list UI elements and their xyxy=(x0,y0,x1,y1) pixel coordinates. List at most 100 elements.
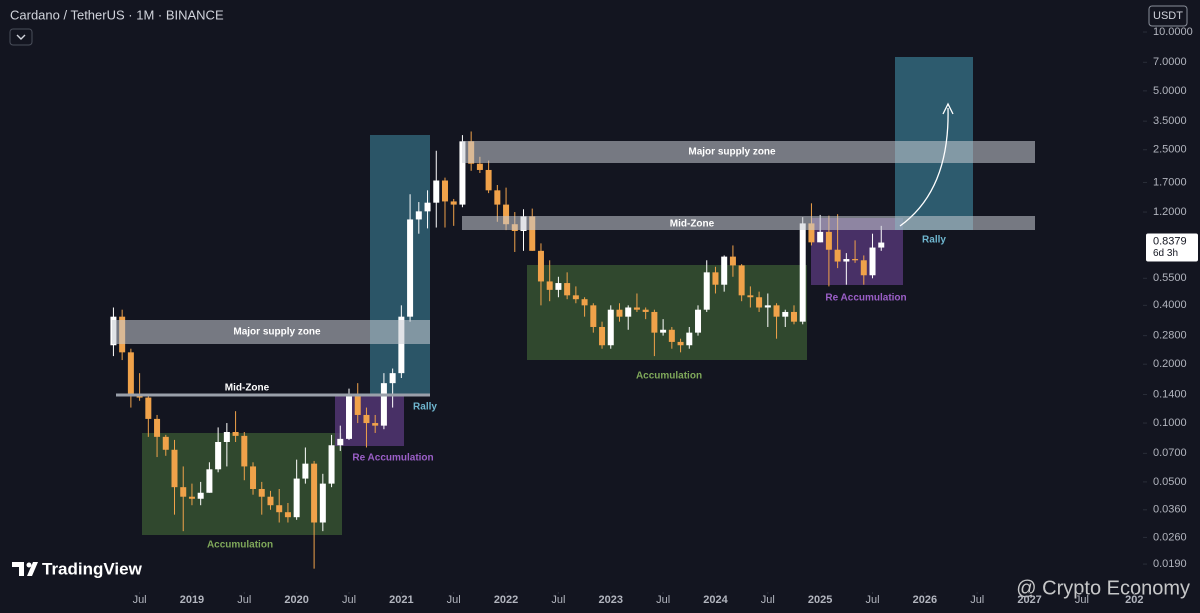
annotation: Accumulation xyxy=(636,371,702,382)
x-tick-label: Jul xyxy=(761,594,775,606)
y-tick-label: 0.1000 xyxy=(1153,417,1187,429)
annotation: Mid-Zone xyxy=(225,383,270,394)
candle-body xyxy=(790,311,797,322)
candle-body xyxy=(459,141,466,205)
candle-body xyxy=(607,309,614,346)
candle-body xyxy=(258,488,265,497)
candle-body xyxy=(145,397,152,419)
candle-body xyxy=(302,463,309,479)
candle-body xyxy=(555,283,562,290)
candle-body xyxy=(581,299,588,306)
accumulation-zone xyxy=(527,265,807,360)
candle-body xyxy=(328,445,335,484)
candle-body xyxy=(825,231,832,250)
candle-body xyxy=(180,487,187,497)
candle-body xyxy=(729,256,736,266)
candle-body xyxy=(346,394,353,439)
candle-body xyxy=(616,309,623,317)
candle-body xyxy=(206,469,213,493)
currency: USDT xyxy=(1153,10,1183,22)
chevron xyxy=(16,34,26,40)
x-tick-label: 2026 xyxy=(913,594,937,606)
candle-body xyxy=(241,435,248,467)
candle-body xyxy=(660,329,667,333)
x-tick-label: Jul xyxy=(865,594,879,606)
candle-body xyxy=(494,190,501,205)
branding: TradingView xyxy=(42,559,143,578)
candle-body xyxy=(843,259,850,262)
candle-body xyxy=(590,305,597,327)
y-tick-label: 2.5000 xyxy=(1153,144,1187,156)
candle-body xyxy=(293,478,300,518)
x-tick-label: 2021 xyxy=(389,594,413,606)
x-tick-label: Jul xyxy=(551,594,565,606)
candle-body xyxy=(695,309,702,333)
candle-body xyxy=(433,180,440,203)
annotation: Rally xyxy=(922,235,946,246)
price-tag xyxy=(1146,233,1198,262)
candle-body xyxy=(668,329,675,342)
candle-body xyxy=(703,272,710,310)
candle-body xyxy=(223,431,230,443)
candle-body xyxy=(415,211,422,220)
candle-body xyxy=(503,204,510,225)
candle-body xyxy=(372,423,379,426)
candle-body xyxy=(127,352,134,395)
candle-body xyxy=(398,316,405,374)
candle-body xyxy=(162,436,169,450)
mid-zone xyxy=(462,216,1035,230)
annotation: Re Accumulation xyxy=(825,293,906,304)
tradingview-logo xyxy=(12,562,38,576)
candle-body xyxy=(424,202,431,212)
candle-body xyxy=(380,383,387,426)
x-tick-label: 2020 xyxy=(284,594,308,606)
currency-button[interactable] xyxy=(1148,5,1188,27)
candle-body xyxy=(389,373,396,384)
y-tick-label: 1.7000 xyxy=(1153,176,1187,188)
candle-body xyxy=(267,496,274,506)
x-tick-label: 2025 xyxy=(808,594,832,606)
candle-body xyxy=(537,250,544,282)
candle-body xyxy=(337,438,344,446)
candle-body xyxy=(232,431,239,436)
x-tick-label: 2019 xyxy=(180,594,204,606)
candle-body xyxy=(311,463,318,523)
candle-body xyxy=(546,281,553,290)
candle-body xyxy=(738,265,745,296)
candle-body xyxy=(677,341,684,346)
price-tag-value: 0.8379 xyxy=(1153,235,1187,247)
candle-body xyxy=(319,483,326,523)
x-tick-label: 2023 xyxy=(599,594,623,606)
x-tick-label: Jul xyxy=(342,594,356,606)
y-tick-label: 5.0000 xyxy=(1153,85,1187,97)
candle-body xyxy=(747,295,754,298)
candle-body xyxy=(651,311,658,333)
candle-body xyxy=(799,223,806,322)
y-tick-label: 0.2000 xyxy=(1153,358,1187,370)
candle-body xyxy=(712,272,719,285)
candle-body xyxy=(599,326,606,346)
candle-body xyxy=(197,492,204,499)
y-tick-label: 10.0000 xyxy=(1153,26,1193,38)
y-tick-label: 1.2000 xyxy=(1153,206,1187,218)
y-tick-label: 0.0700 xyxy=(1153,447,1187,459)
candle-body xyxy=(878,242,885,248)
supply-zone xyxy=(112,320,430,344)
reaccumulation-zone xyxy=(335,396,404,446)
x-tick-label: Jul xyxy=(447,594,461,606)
y-tick-label: 0.0260 xyxy=(1153,531,1187,543)
candle-body xyxy=(441,180,448,202)
candle-body xyxy=(276,505,283,513)
candle-body xyxy=(476,163,483,170)
candle-body xyxy=(485,169,492,191)
collapse-button[interactable] xyxy=(9,28,33,46)
candle-body xyxy=(171,449,178,488)
y-tick-label: 0.0360 xyxy=(1153,504,1187,516)
candle-body xyxy=(215,442,222,470)
candle-body xyxy=(284,512,291,518)
candle-body xyxy=(721,256,728,285)
zones-back xyxy=(142,57,973,535)
annotation: Rally xyxy=(413,402,437,413)
